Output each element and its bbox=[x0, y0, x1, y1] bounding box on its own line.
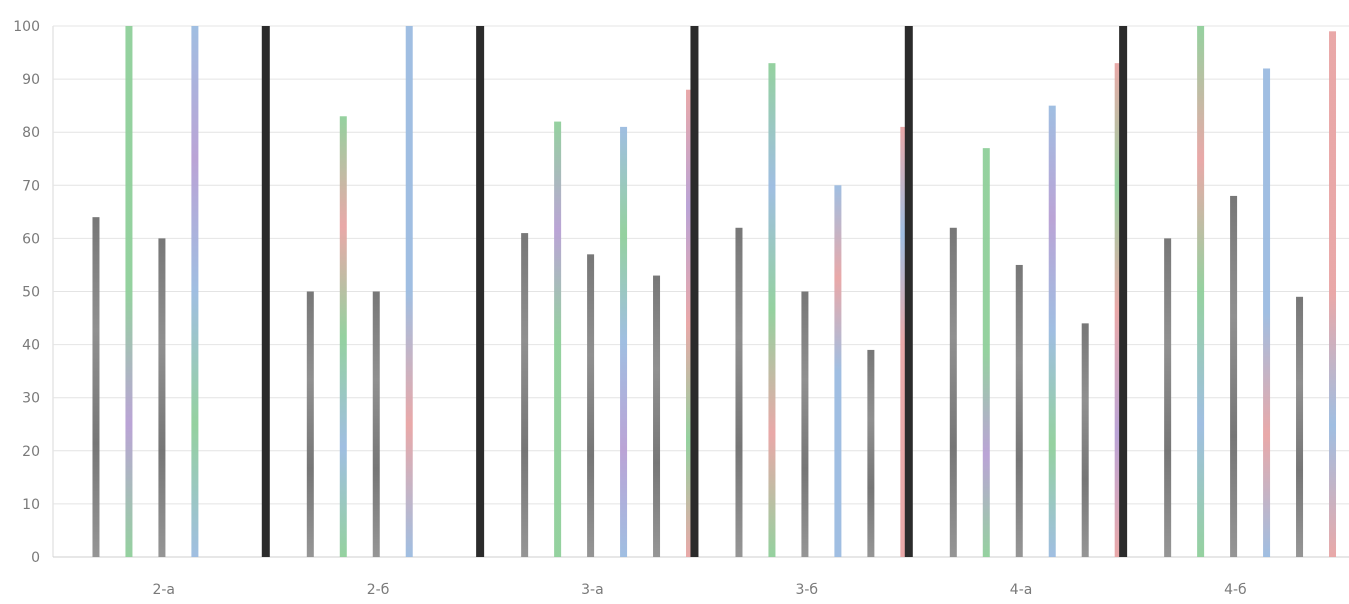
group-separator-bar bbox=[261, 26, 270, 557]
group-separator-bar bbox=[690, 26, 699, 557]
x-axis: 2-а 2-б 3-а 3-б 4-а 4-б bbox=[152, 582, 1246, 598]
bar bbox=[521, 233, 529, 557]
bar bbox=[1329, 31, 1337, 558]
bar bbox=[339, 116, 347, 558]
bar bbox=[405, 26, 413, 557]
x-tick-label: 4-а bbox=[1010, 582, 1033, 598]
group-separator-bar bbox=[904, 26, 913, 557]
bar bbox=[620, 126, 628, 557]
bar bbox=[306, 291, 314, 557]
group-separators bbox=[261, 26, 1128, 557]
bar bbox=[1296, 296, 1304, 557]
bar bbox=[1230, 195, 1238, 558]
y-tick-label: 100 bbox=[13, 19, 40, 35]
y-tick-label: 80 bbox=[22, 125, 40, 141]
x-tick-label: 2-б bbox=[367, 582, 390, 598]
gridlines bbox=[52, 25, 1349, 558]
y-axis: 0 10 20 30 40 50 60 70 80 90 100 bbox=[13, 19, 40, 566]
bar bbox=[686, 89, 694, 557]
bar bbox=[1197, 26, 1205, 557]
bar bbox=[1263, 68, 1271, 557]
y-tick-label: 70 bbox=[22, 178, 40, 194]
x-tick-label: 3-б bbox=[795, 582, 818, 598]
bar bbox=[554, 121, 562, 557]
bar bbox=[1114, 63, 1122, 558]
bar bbox=[867, 349, 875, 557]
bar bbox=[735, 227, 743, 557]
bar bbox=[1015, 264, 1023, 557]
x-tick-label: 3-а bbox=[581, 582, 604, 598]
bars bbox=[92, 26, 1337, 558]
bar bbox=[982, 148, 990, 557]
y-tick-label: 0 bbox=[31, 550, 40, 566]
bar bbox=[1164, 238, 1172, 557]
bar bbox=[949, 227, 957, 557]
group-separator-bar bbox=[476, 26, 485, 557]
bar bbox=[900, 126, 908, 557]
x-tick-label: 2-а bbox=[152, 582, 175, 598]
bar bbox=[653, 275, 661, 557]
bar bbox=[372, 291, 380, 557]
y-tick-label: 30 bbox=[22, 391, 40, 407]
y-tick-label: 20 bbox=[22, 444, 40, 460]
bar bbox=[587, 254, 595, 557]
y-tick-label: 40 bbox=[22, 338, 40, 354]
bar bbox=[158, 238, 166, 557]
y-tick-label: 60 bbox=[22, 231, 40, 247]
y-tick-label: 10 bbox=[22, 497, 40, 513]
bar bbox=[801, 291, 809, 557]
bar bbox=[191, 26, 199, 557]
bar bbox=[768, 63, 776, 558]
bar bbox=[125, 26, 133, 557]
y-tick-label: 90 bbox=[22, 72, 40, 88]
bar bbox=[92, 217, 100, 557]
x-tick-label: 4-б bbox=[1224, 582, 1247, 598]
y-tick-label: 50 bbox=[22, 285, 40, 301]
bar bbox=[1048, 105, 1056, 558]
bar bbox=[1081, 323, 1089, 557]
bar bbox=[834, 185, 842, 558]
group-separator-bar bbox=[1119, 26, 1128, 557]
